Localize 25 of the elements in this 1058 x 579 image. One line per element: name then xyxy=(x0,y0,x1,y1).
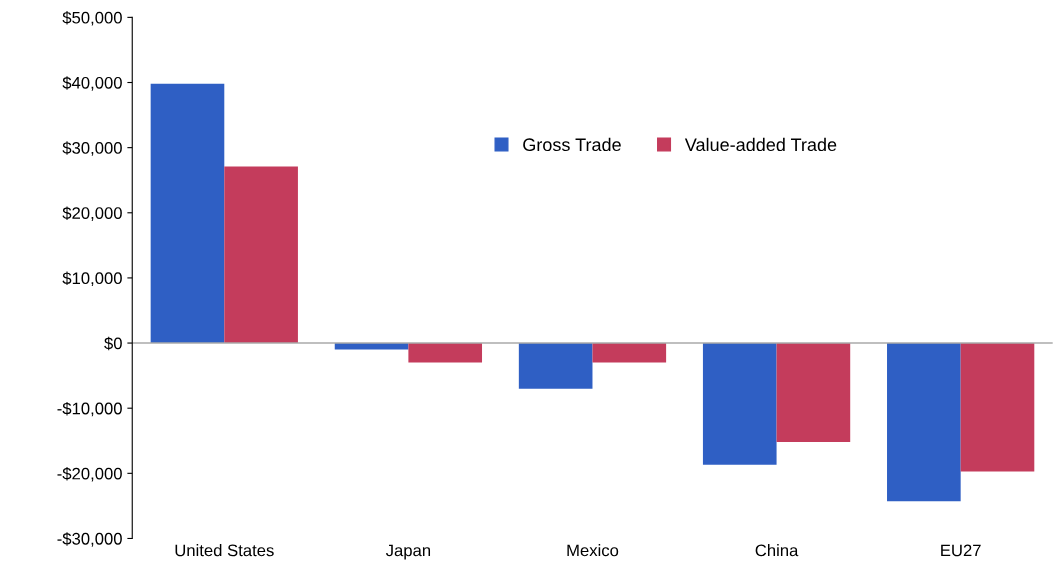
bar xyxy=(518,343,593,389)
x-tick-label: Japan xyxy=(385,544,431,560)
bar xyxy=(408,343,483,363)
y-tick-label: $0 xyxy=(104,336,122,351)
y-tick-label: $50,000 xyxy=(62,11,122,26)
x-tick-label: China xyxy=(755,544,799,557)
bar xyxy=(960,343,1035,472)
bar xyxy=(776,343,851,443)
bar xyxy=(592,343,667,363)
y-tick-label: -$20,000 xyxy=(57,467,122,482)
bar xyxy=(702,343,777,465)
y-tick-label: $30,000 xyxy=(62,141,122,156)
y-tick-label: $10,000 xyxy=(62,271,122,287)
bar xyxy=(150,83,225,344)
x-tick-label: United States xyxy=(175,544,274,557)
y-tick-label: -$10,000 xyxy=(57,401,122,417)
bar xyxy=(887,343,961,502)
legend-label: Value-added Trade xyxy=(684,137,837,152)
x-tick-label: EU27 xyxy=(941,544,981,557)
legend-label: Gross Trade xyxy=(523,137,621,152)
y-tick-label: $40,000 xyxy=(62,76,122,91)
y-tick-label: $20,000 xyxy=(62,206,122,221)
x-tick-label: Mexico xyxy=(567,544,619,557)
y-tick-label: -$30,000 xyxy=(57,532,122,547)
bar xyxy=(224,166,298,344)
